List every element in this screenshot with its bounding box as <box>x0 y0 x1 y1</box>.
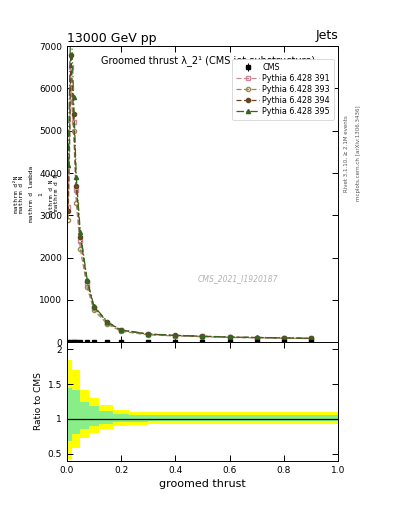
Pythia 6.428 395 <box>309 335 313 342</box>
Pythia 6.428 394 <box>71 111 76 117</box>
Line: Pythia 6.428 395: Pythia 6.428 395 <box>66 10 313 340</box>
Pythia 6.428 394 <box>200 333 205 339</box>
Pythia 6.428 391 <box>74 187 79 193</box>
Pythia 6.428 394 <box>85 278 90 284</box>
Legend: CMS, Pythia 6.428 391, Pythia 6.428 393, Pythia 6.428 394, Pythia 6.428 395: CMS, Pythia 6.428 391, Pythia 6.428 393,… <box>232 59 334 120</box>
Pythia 6.428 393 <box>119 328 123 334</box>
Text: Rivet 3.1.10, ≥ 2.1M events: Rivet 3.1.10, ≥ 2.1M events <box>344 115 349 192</box>
Pythia 6.428 393 <box>85 284 90 290</box>
Pythia 6.428 393 <box>200 334 205 340</box>
Y-axis label: mathrm d²N
mathrm d N
 
mathrm d lambda
 
1
 
mathrm d N /
 mathrm d N: mathrm d²N mathrm d N mathrm d lambda 1 … <box>14 166 59 222</box>
Line: Pythia 6.428 394: Pythia 6.428 394 <box>66 52 313 340</box>
Pythia 6.428 394 <box>74 183 79 189</box>
Pythia 6.428 394 <box>146 331 151 337</box>
Pythia 6.428 395 <box>146 331 151 337</box>
Y-axis label: Ratio to CMS: Ratio to CMS <box>35 373 43 431</box>
Pythia 6.428 391 <box>146 331 151 337</box>
Pythia 6.428 394 <box>227 334 232 340</box>
Pythia 6.428 393 <box>309 335 313 342</box>
Pythia 6.428 395 <box>92 303 96 309</box>
Pythia 6.428 391 <box>119 327 123 333</box>
Pythia 6.428 394 <box>105 319 110 326</box>
Pythia 6.428 391 <box>227 334 232 340</box>
Pythia 6.428 395 <box>105 319 110 325</box>
Text: CMS_2021_I1920187: CMS_2021_I1920187 <box>197 274 278 283</box>
Text: Jets: Jets <box>315 29 338 41</box>
Pythia 6.428 395 <box>254 334 259 340</box>
Pythia 6.428 391 <box>68 64 73 70</box>
Pythia 6.428 395 <box>78 229 83 236</box>
Pythia 6.428 394 <box>92 304 96 310</box>
Line: Pythia 6.428 391: Pythia 6.428 391 <box>66 65 313 340</box>
Pythia 6.428 393 <box>78 246 83 252</box>
Pythia 6.428 395 <box>281 335 286 341</box>
Pythia 6.428 395 <box>119 327 123 333</box>
Pythia 6.428 391 <box>200 333 205 339</box>
Pythia 6.428 395 <box>66 161 70 167</box>
Pythia 6.428 393 <box>105 321 110 327</box>
Pythia 6.428 395 <box>173 332 178 338</box>
Pythia 6.428 393 <box>146 332 151 338</box>
Pythia 6.428 393 <box>92 307 96 313</box>
Pythia 6.428 391 <box>71 119 76 125</box>
Pythia 6.428 394 <box>68 52 73 58</box>
Pythia 6.428 391 <box>173 332 178 338</box>
Pythia 6.428 394 <box>309 335 313 342</box>
Pythia 6.428 393 <box>227 334 232 340</box>
X-axis label: groomed thrust: groomed thrust <box>159 479 246 489</box>
Pythia 6.428 393 <box>66 217 70 223</box>
Pythia 6.428 395 <box>227 334 232 340</box>
Line: Pythia 6.428 393: Pythia 6.428 393 <box>66 87 313 340</box>
Pythia 6.428 394 <box>78 233 83 240</box>
Pythia 6.428 393 <box>71 127 76 134</box>
Pythia 6.428 391 <box>92 305 96 311</box>
Pythia 6.428 391 <box>78 238 83 244</box>
Text: mcplots.cern.ch [arXiv:1306.3436]: mcplots.cern.ch [arXiv:1306.3436] <box>356 106 361 201</box>
Pythia 6.428 395 <box>71 94 76 100</box>
Pythia 6.428 395 <box>68 9 73 15</box>
Pythia 6.428 394 <box>254 334 259 340</box>
Pythia 6.428 391 <box>309 335 313 342</box>
Pythia 6.428 393 <box>68 86 73 92</box>
Pythia 6.428 395 <box>200 333 205 339</box>
Pythia 6.428 394 <box>173 332 178 338</box>
Pythia 6.428 393 <box>74 200 79 206</box>
Pythia 6.428 391 <box>254 334 259 340</box>
Pythia 6.428 393 <box>254 335 259 341</box>
Pythia 6.428 394 <box>281 335 286 341</box>
Pythia 6.428 391 <box>281 335 286 341</box>
Pythia 6.428 394 <box>66 208 70 214</box>
Pythia 6.428 391 <box>105 320 110 326</box>
Pythia 6.428 394 <box>119 327 123 333</box>
Text: Groomed thrust λ_2¹ (CMS jet substructure): Groomed thrust λ_2¹ (CMS jet substructur… <box>101 55 315 66</box>
Pythia 6.428 393 <box>173 333 178 339</box>
Pythia 6.428 391 <box>85 280 90 286</box>
Text: 13000 GeV pp: 13000 GeV pp <box>67 32 156 45</box>
Pythia 6.428 393 <box>281 335 286 342</box>
Pythia 6.428 391 <box>66 204 70 210</box>
Pythia 6.428 395 <box>85 276 90 283</box>
Pythia 6.428 395 <box>74 174 79 180</box>
